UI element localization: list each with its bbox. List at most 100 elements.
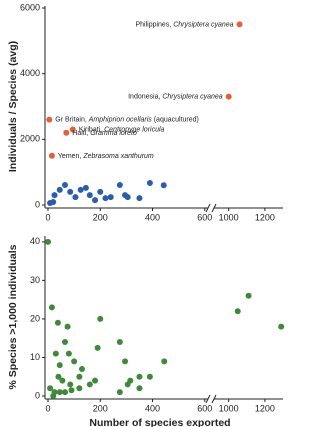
annotation-part: Gramma loreto xyxy=(90,130,137,137)
point xyxy=(97,315,104,322)
x-tick-label: 200 xyxy=(93,212,108,222)
panel-top: 0 2000 4000 6000 0 200 400 600 1000 1200 Individua… xyxy=(7,2,283,222)
point xyxy=(64,323,71,330)
point xyxy=(76,373,83,380)
annotation: Haiti, Gramma loreto xyxy=(72,130,137,137)
point xyxy=(234,308,241,315)
y-tick-label: 30 xyxy=(30,275,40,285)
point xyxy=(56,389,63,396)
annotation: Kiribati, Centropyge loricula xyxy=(79,126,165,133)
annotation-part: Chrysiptera cyanea xyxy=(162,93,222,100)
x-tick-label: 600 xyxy=(197,212,212,222)
point xyxy=(146,373,153,380)
point xyxy=(63,129,70,136)
point xyxy=(51,192,58,199)
annotation: Philippines, Chrysiptera cyanea xyxy=(135,21,233,28)
annotation-part: Amphiprion ocellaris xyxy=(88,116,153,123)
annotation-part: Indonesia, xyxy=(128,93,162,100)
point xyxy=(52,350,59,357)
annotation-part: Centropyge loricula xyxy=(104,126,164,133)
point xyxy=(136,385,143,392)
point xyxy=(56,362,63,369)
annotation-part: Gr Britain, xyxy=(55,116,88,123)
x-tick-label: 1000 xyxy=(219,212,239,222)
annotation-part: Philippines, xyxy=(135,21,173,28)
point xyxy=(61,389,68,396)
point xyxy=(146,180,153,187)
point xyxy=(92,197,99,204)
point xyxy=(69,126,76,133)
point xyxy=(55,373,62,380)
x-tick-label: 400 xyxy=(145,403,160,413)
annotation-part: Kiribati, xyxy=(79,126,104,133)
point xyxy=(136,373,143,380)
x-tick-label: 1200 xyxy=(255,403,275,413)
point xyxy=(50,199,57,206)
x-tick-label: 600 xyxy=(197,403,212,413)
x-tick-label: 1200 xyxy=(255,212,275,222)
point xyxy=(94,344,101,351)
point xyxy=(45,238,51,245)
point xyxy=(136,195,143,202)
axis-break xyxy=(205,203,211,213)
x-tick-label: 200 xyxy=(93,403,108,413)
point xyxy=(160,182,167,189)
annotation-part: (aquacultured) xyxy=(152,116,199,123)
y-tick-label: 0 xyxy=(35,199,40,209)
y-axis-label: Individuals / Species (avg) xyxy=(7,41,19,172)
point xyxy=(50,393,57,399)
point xyxy=(59,377,66,384)
point xyxy=(245,292,252,299)
x-tick-label: 0 xyxy=(45,212,50,222)
point xyxy=(68,387,75,394)
point xyxy=(72,194,79,201)
point xyxy=(122,358,129,365)
axis-break xyxy=(205,394,211,404)
annotation: Yemen, Zebrasoma xanthurum xyxy=(58,153,154,160)
y-tick-label: 20 xyxy=(30,313,40,323)
point xyxy=(77,186,84,193)
x-axis-label: Number of species exported xyxy=(89,417,230,427)
point xyxy=(161,358,168,365)
y-tick-label: 40 xyxy=(30,236,40,246)
point xyxy=(54,319,61,326)
x-tick-label: 400 xyxy=(145,212,160,222)
point xyxy=(116,389,123,396)
point xyxy=(56,186,63,193)
point xyxy=(102,195,109,202)
point xyxy=(278,323,285,330)
point xyxy=(236,21,243,28)
annotation-part: Zebrasoma xanthurum xyxy=(82,153,154,160)
point xyxy=(225,93,232,100)
y-axis-label: % Species >1,000 individuals xyxy=(7,244,19,389)
annotation-part: Yemen, xyxy=(58,153,83,160)
annotation: Gr Britain, Amphiprion ocellaris (aquacu… xyxy=(55,116,199,123)
point xyxy=(67,188,74,195)
point xyxy=(71,358,78,365)
point xyxy=(124,381,131,388)
annotation: Indonesia, Chrysiptera cyanea xyxy=(128,93,223,100)
axis-break xyxy=(211,394,217,404)
annotation-part: Chrysiptera cyanea xyxy=(173,21,233,28)
point xyxy=(48,152,55,159)
point xyxy=(61,181,68,188)
point xyxy=(86,381,93,388)
y-tick-label: 6000 xyxy=(20,2,40,12)
y-tick-label: 2000 xyxy=(20,134,40,144)
point xyxy=(124,194,131,201)
axis-break xyxy=(211,203,217,213)
annotation-part: Haiti, xyxy=(72,130,90,137)
point xyxy=(67,381,74,388)
point xyxy=(48,304,55,311)
point xyxy=(107,194,114,201)
point xyxy=(61,339,68,346)
y-tick-label: 4000 xyxy=(20,68,40,78)
y-tick-label: 0 xyxy=(35,390,40,400)
point xyxy=(86,192,93,199)
point xyxy=(65,350,72,357)
y-tick-label: 10 xyxy=(30,352,40,362)
point xyxy=(97,188,104,195)
point xyxy=(82,184,89,191)
